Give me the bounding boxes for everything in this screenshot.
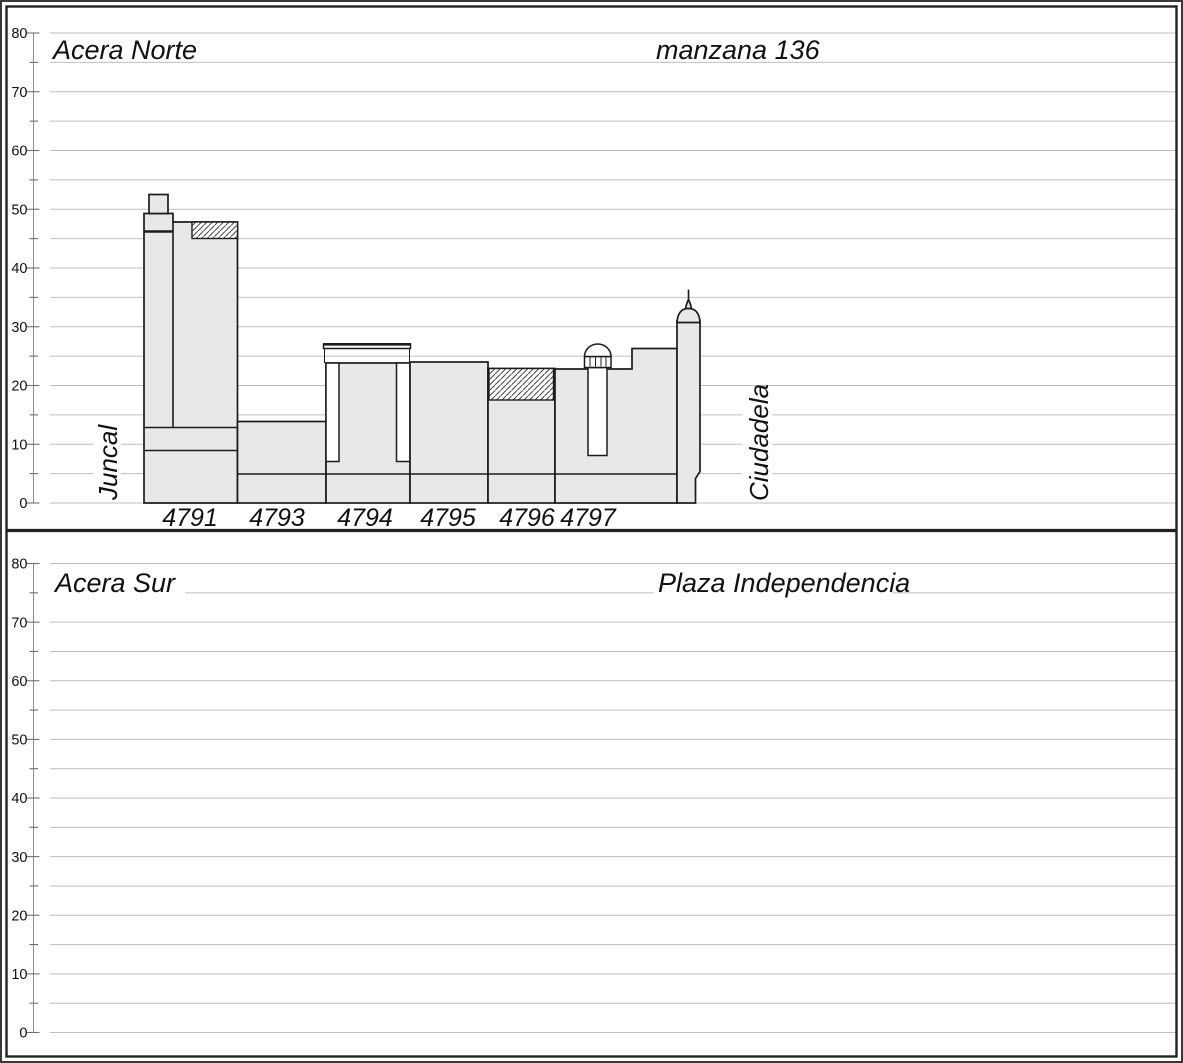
parcel-labels: 4791 4793 4794 4795 4796 4797 [162,504,617,532]
building-4793 [236,420,327,504]
axis-tick-label: 0 [19,496,27,512]
text-halo [93,420,121,502]
building-4797 [554,347,678,504]
turret-dome [583,343,612,358]
parcel-label: 4795 [420,504,476,532]
parcel-label: 4796 [499,504,555,532]
turret-balustrade [583,355,612,369]
building-4791-hatch [191,221,239,240]
north-buildings [143,193,701,504]
text-halo [50,569,185,594]
north-panel-title: Acera Norte [51,35,197,65]
text-halo [742,392,772,502]
building-4794-pilaster-left [325,362,340,463]
axis-tick-label: 50 [11,733,27,749]
parcel-label: 4797 [560,504,617,532]
axis-tick-label: 70 [11,85,27,101]
parcel-label: 4794 [337,504,393,532]
north-block-label: manzana 136 [656,35,821,65]
axis-tick-label: 40 [11,791,27,807]
axis-tick-label: 30 [11,850,27,866]
building-4791-roof-box [148,193,169,215]
building-4794-pilaster-right [395,362,411,463]
street-label-ciudadela: Ciudadela [744,384,774,501]
axis-tick-label: 40 [11,261,27,277]
building-4795 [409,361,489,504]
axis-tick-label: 10 [11,437,27,453]
south-block-label: Plaza Independencia [658,568,910,598]
building-4796-hatch [488,367,555,401]
building-4791 [143,212,239,504]
north-axis: 0 10 20 30 40 50 60 70 80 [11,26,40,512]
north-panel: 0 10 20 30 40 50 60 70 80 Acera Norte manzana 13… [11,26,1176,532]
axis-tick-label: 80 [11,26,27,42]
axis-tick-label: 50 [11,202,27,218]
axis-tick-label: 0 [19,1026,27,1042]
axis-tick-label: 60 [11,144,27,160]
axis-tick-label: 20 [11,908,27,924]
corner-tower [676,320,701,504]
corner-tower-finial [684,297,693,310]
parcel-label: 4793 [249,504,305,532]
axis-tick-label: 30 [11,320,27,336]
turret-shaft [587,366,608,457]
south-gridlines [50,563,1176,1033]
parcel-label: 4791 [162,504,218,532]
axis-tick-label: 60 [11,674,27,690]
inner-border [5,5,1178,1058]
axis-tick-label: 70 [11,615,27,631]
south-axis: 0 10 20 30 40 50 60 70 80 [11,557,40,1042]
axis-tick-label: 20 [11,379,27,395]
text-halo [50,36,190,61]
street-label-juncal: Juncal [93,424,123,501]
axis-tick-label: 10 [11,967,27,983]
text-halo [652,36,814,61]
corner-tower-dome [676,307,701,324]
south-panel-title: Acera Sur [53,568,176,598]
text-halo [654,569,892,594]
south-panel: 0 10 20 30 40 50 60 70 80 Acera Sur Plaza Indepe… [11,557,1176,1042]
axis-tick-label: 80 [11,557,27,573]
